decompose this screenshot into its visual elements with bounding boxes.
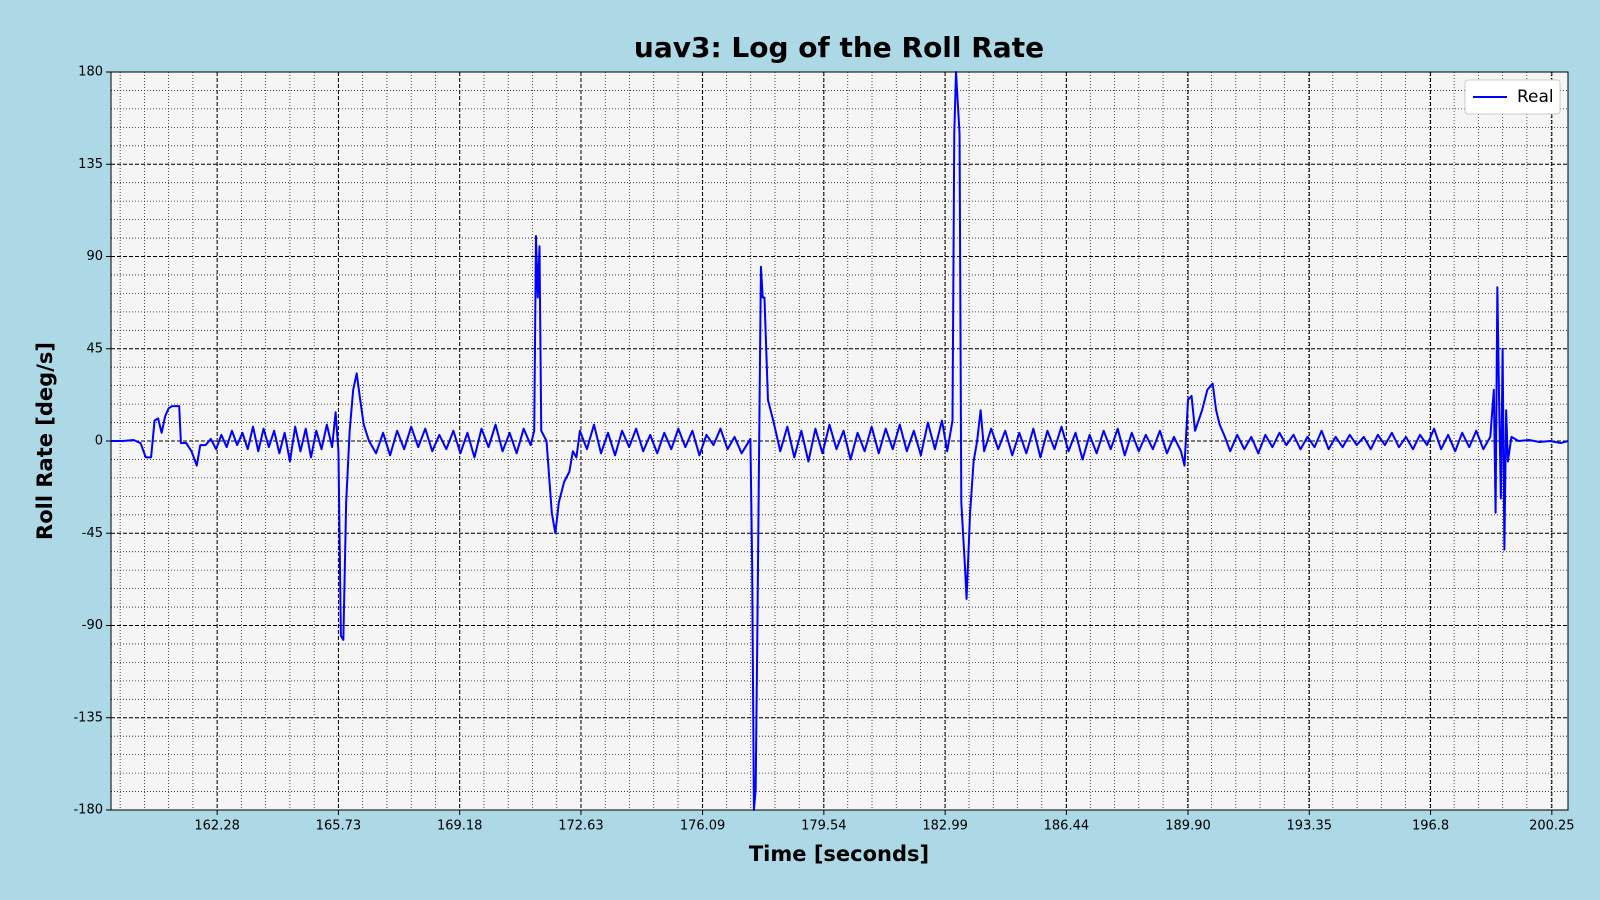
y-tick-label: -90 bbox=[82, 618, 103, 633]
x-tick-label: 176.09 bbox=[680, 819, 726, 834]
y-tick-label: -45 bbox=[82, 526, 103, 541]
x-tick-label: 169.18 bbox=[437, 819, 483, 834]
x-axis-label: Time [seconds] bbox=[749, 842, 929, 866]
x-tick-label: 196.8 bbox=[1412, 819, 1449, 834]
y-tick-label: -180 bbox=[73, 803, 103, 818]
y-tick-label: 45 bbox=[86, 341, 103, 356]
x-tick-label: 200.25 bbox=[1529, 819, 1575, 834]
x-tick-label: 172.63 bbox=[558, 819, 604, 834]
plot-frame bbox=[110, 71, 1569, 811]
x-tick-label: 179.54 bbox=[801, 819, 847, 834]
x-tick-label: 182.99 bbox=[922, 819, 968, 834]
legend: Real bbox=[1464, 79, 1561, 115]
x-tick-label: 189.90 bbox=[1165, 819, 1211, 834]
y-tick-label: 135 bbox=[78, 157, 103, 172]
plot bbox=[111, 71, 1569, 811]
x-tick-label: 165.73 bbox=[316, 819, 362, 834]
legend-label: Real bbox=[1517, 87, 1554, 107]
y-tick-label: 0 bbox=[95, 434, 103, 449]
x-tick-label: 162.28 bbox=[194, 819, 240, 834]
y-tick-label: 90 bbox=[86, 249, 103, 264]
chart-title: uav3: Log of the Roll Rate bbox=[634, 31, 1044, 64]
y-axis-label: Roll Rate [deg/s] bbox=[33, 342, 57, 540]
legend-box bbox=[1464, 79, 1561, 115]
grid bbox=[111, 71, 1568, 811]
axes: 162.28 165.73 169.18 172.63 176.09 179.54 182.… bbox=[73, 65, 1574, 834]
x-tick-label: 193.35 bbox=[1287, 819, 1333, 834]
y-tick-label: -135 bbox=[73, 710, 103, 725]
x-tick-label: 186.44 bbox=[1044, 819, 1090, 834]
y-tick-label: 180 bbox=[78, 65, 103, 80]
data-line bbox=[111, 71, 1569, 811]
